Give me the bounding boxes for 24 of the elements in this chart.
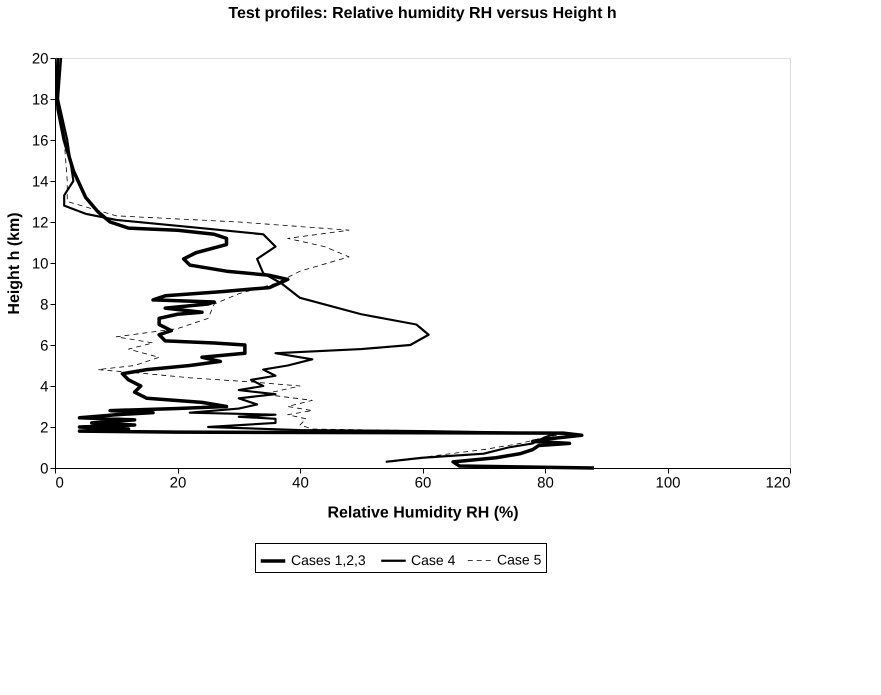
x-tick-label: 60: [414, 474, 432, 492]
x-axis-title: Relative Humidity RH (%): [327, 504, 519, 522]
x-tick-label: 40: [292, 474, 309, 492]
legend-label: Case 5: [497, 552, 542, 568]
y-tick-label: 20: [32, 50, 48, 68]
legend-label: Cases 1,2,3: [291, 552, 366, 568]
x-tick-label: 80: [537, 474, 554, 492]
x-tick-label: 100: [655, 474, 681, 492]
x-tick-label: 20: [170, 474, 186, 492]
y-tick-label: 18: [32, 92, 48, 108]
y-tick-label: 6: [40, 338, 48, 354]
y-tick-label: 0: [40, 460, 48, 478]
x-tick-label: 0: [56, 474, 64, 492]
y-tick-label: 16: [32, 132, 48, 150]
chart-title: Test profiles: Relative humidity RH versus Height h: [228, 5, 617, 22]
y-tick-label: 12: [32, 214, 48, 232]
y-axis-title: Height h (km): [6, 212, 23, 315]
y-tick-label: 8: [40, 296, 48, 314]
x-tick-label: 120: [765, 474, 790, 492]
legend-label: Case 4: [411, 552, 456, 568]
y-tick-label: 10: [32, 256, 48, 272]
y-tick-label: 2: [40, 420, 48, 436]
y-tick-label: 14: [32, 174, 48, 190]
y-tick-label: 4: [40, 378, 48, 396]
